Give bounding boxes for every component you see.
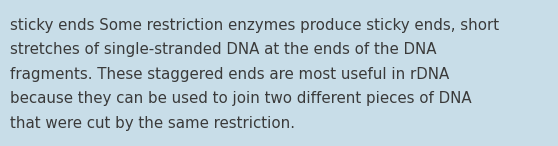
Text: stretches of single-stranded DNA at the ends of the DNA: stretches of single-stranded DNA at the … bbox=[10, 42, 436, 57]
Text: that were cut by the same restriction.: that were cut by the same restriction. bbox=[10, 116, 295, 131]
Text: fragments. These staggered ends are most useful in rDNA: fragments. These staggered ends are most… bbox=[10, 67, 449, 82]
Text: sticky ends Some restriction enzymes produce sticky ends, short: sticky ends Some restriction enzymes pro… bbox=[10, 18, 499, 33]
Text: because they can be used to join two different pieces of DNA: because they can be used to join two dif… bbox=[10, 91, 472, 106]
